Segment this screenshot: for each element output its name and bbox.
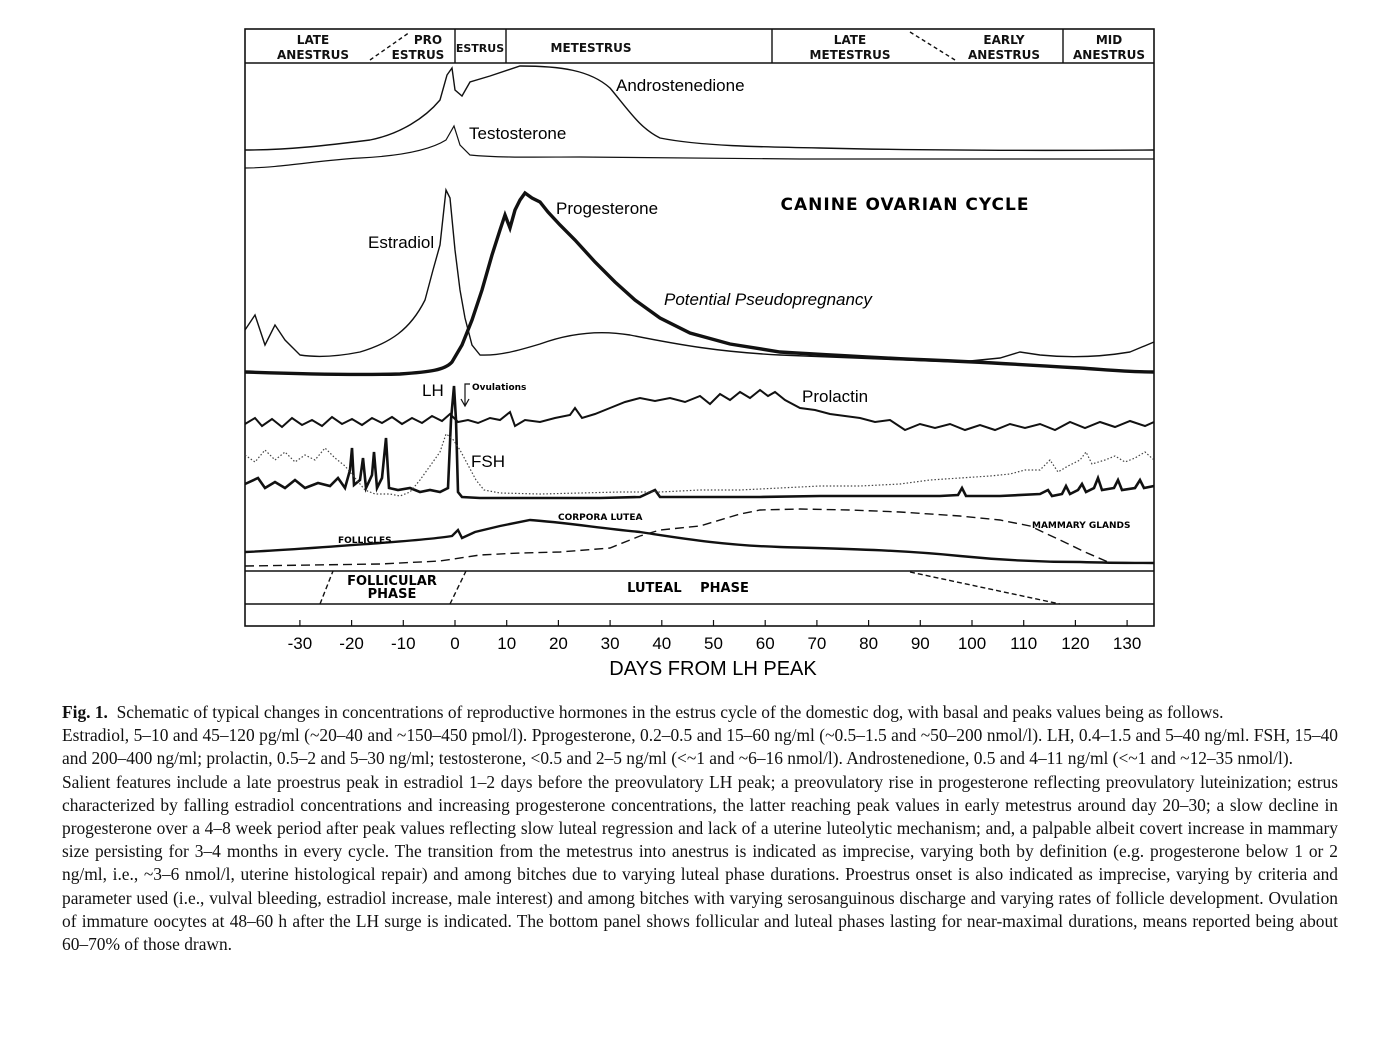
x-tick-label: -20: [339, 634, 364, 653]
label-mammary-glands: MAMMARY GLANDS: [1032, 521, 1130, 531]
caption-intro: Schematic of typical changes in concentr…: [116, 702, 1224, 722]
caption-para-3: Salient features include a late proestru…: [62, 771, 1338, 955]
label-prolactin: Prolactin: [802, 387, 868, 406]
series-androstenedione: [244, 65, 1155, 152]
x-tick-label: 110: [1010, 634, 1037, 653]
series-testosterone: [244, 124, 1155, 169]
x-tick-label: 40: [652, 634, 671, 653]
x-tick-label: 0: [450, 634, 459, 653]
stage-mid-anestrus-2: ANESTRUS: [1073, 48, 1145, 62]
x-tick-label: 60: [756, 634, 775, 653]
stage-late-metestrus-2: METESTRUS: [810, 48, 891, 62]
label-pseudopregnancy: Potential Pseudopregnancy: [664, 290, 873, 309]
x-tick-label: 20: [549, 634, 568, 653]
figure-caption: Fig. 1. Schematic of typical changes in …: [62, 701, 1338, 956]
series-progesterone: [244, 190, 1155, 377]
x-tick-label: 50: [704, 634, 723, 653]
x-tick-label: -30: [288, 634, 313, 653]
stage-late-metestrus: LATE: [834, 33, 866, 47]
x-tick-label: 10: [497, 634, 516, 653]
label-corpora-lutea: CORPORA LUTEA: [558, 513, 642, 523]
x-tick-label: -10: [391, 634, 416, 653]
series-lh: [244, 385, 1155, 500]
phase-follicular-2: PHASE: [368, 587, 417, 602]
stage-estrus: ESTRUS: [456, 42, 504, 55]
series-follicles-corpora-lutea: [244, 518, 1155, 565]
stage-metestrus: METESTRUS: [551, 41, 632, 55]
x-tick-label: 80: [859, 634, 878, 653]
label-ovulations: Ovulations: [472, 383, 526, 393]
phase-panel: [245, 570, 1154, 605]
label-fsh: FSH: [471, 452, 505, 471]
label-lh: LH: [422, 381, 444, 400]
phase-follicular: FOLLICULAR: [347, 574, 437, 589]
ovulation-arrow-icon: [460, 383, 470, 408]
label-progesterone: Progesterone: [556, 199, 658, 218]
x-axis-tick-labels: -30 -20 -10 0 10 20 30 40 50 60 70 80 90 100 110 120 130: [288, 634, 1142, 653]
caption-para-1: Fig. 1. Schematic of typical changes in …: [62, 701, 1338, 724]
x-tick-label: 90: [911, 634, 930, 653]
x-axis-label: DAYS FROM LH PEAK: [609, 658, 817, 680]
x-tick-label: 30: [601, 634, 620, 653]
label-androstenedione: Androstenedione: [616, 76, 745, 95]
x-tick-label: 100: [958, 634, 986, 653]
stage-early-anestrus: EARLY: [983, 33, 1025, 47]
stage-early-anestrus-2: ANESTRUS: [968, 48, 1040, 62]
series-fsh: [244, 433, 1155, 497]
label-follicles: FOLLICLES: [338, 536, 392, 546]
label-testosterone: Testosterone: [469, 124, 566, 143]
stage-proestrus-2: ESTRUS: [392, 48, 445, 62]
label-estradiol: Estradiol: [368, 233, 434, 252]
stage-late-anestrus-2: ANESTRUS: [277, 48, 349, 62]
x-tick-label: 130: [1113, 634, 1141, 653]
figure-title: CANINE OVARIAN CYCLE: [781, 195, 1030, 215]
stage-proestrus: PRO: [414, 33, 442, 47]
series-prolactin: [244, 388, 1155, 432]
stage-late-anestrus: LATE: [297, 33, 329, 47]
phase-luteal: LUTEAL PHASE: [627, 581, 749, 596]
figure-frame: [244, 28, 1155, 627]
figure-number: Fig. 1.: [62, 702, 108, 722]
x-axis-ticks: [299, 620, 1128, 626]
x-tick-label: 70: [807, 634, 826, 653]
x-tick-label: 120: [1061, 634, 1089, 653]
canine-ovarian-cycle-figure: LATE ANESTRUS PRO ESTRUS ESTRUS METESTRU…: [244, 28, 1155, 680]
stage-mid-anestrus: MID: [1096, 33, 1122, 47]
stage-header: [245, 29, 1154, 64]
caption-para-2: Estradiol, 5–10 and 45–120 pg/ml (~20–40…: [62, 725, 1338, 769]
